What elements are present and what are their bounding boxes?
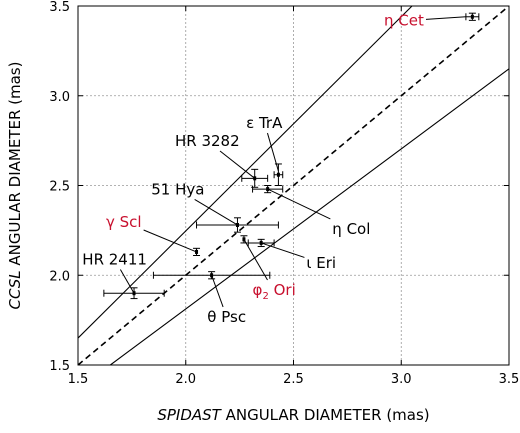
star-label-name: HR 3282: [175, 132, 240, 150]
y-tick-label: 3.0: [49, 90, 70, 105]
star-label: θ Psc: [207, 308, 246, 326]
x-axis-title-rest: ANGULAR DIAMETER (mas): [221, 406, 430, 424]
point-marker: [266, 187, 270, 192]
data-point: [196, 217, 279, 233]
star-label-greek: θ: [207, 308, 216, 326]
data-point: [193, 247, 201, 257]
point-marker: [210, 273, 214, 278]
star-label: η Col: [332, 220, 370, 238]
point-marker: [195, 249, 199, 254]
star-label-name: 51 Hya: [151, 180, 204, 198]
data-points: [103, 12, 480, 300]
star-labels: η Cet ε TrA HR 3282 η Col 51 Hya ι Eri φ2 Ori γ…: [82, 12, 424, 326]
leader-line: [194, 199, 238, 226]
x-tick-label: 2.5: [283, 372, 304, 387]
point-marker: [132, 291, 136, 296]
x-tick-label: 1.5: [68, 372, 89, 387]
star-label-name: Psc: [216, 308, 246, 326]
star-label: 51 Hya: [151, 180, 204, 198]
y-axis-title-italic: CCSL: [6, 270, 24, 309]
point-marker: [235, 222, 239, 227]
star-label-greek: γ: [106, 213, 115, 231]
point-marker: [276, 172, 280, 177]
data-point: [152, 271, 271, 280]
star-label: HR 3282: [175, 132, 240, 150]
y-tick-label: 2.0: [49, 269, 70, 284]
reference-lines: [78, 6, 509, 365]
leader-line: [211, 275, 224, 308]
star-label-name: Ori: [269, 281, 296, 299]
y-axis-title: CCSL ANGULAR DIAMETER (mas): [6, 62, 24, 310]
star-label-name: Eri: [312, 254, 337, 272]
x-tick-label: 3.5: [499, 372, 520, 387]
data-point: [273, 163, 284, 186]
star-label-name: Cet: [394, 12, 424, 30]
point-marker: [259, 240, 263, 245]
star-label-greek: ε: [246, 114, 254, 132]
star-label: γ Scl: [106, 213, 142, 231]
x-tick-label: 3.0: [391, 372, 412, 387]
point-marker: [242, 237, 246, 242]
one-to-one-line: [78, 6, 509, 365]
data-point: [252, 185, 284, 194]
bound-line: [109, 68, 509, 365]
star-label-greek: η: [384, 12, 394, 30]
star-label-greek: ι: [306, 254, 311, 272]
star-label-name: HR 2411: [82, 250, 147, 268]
point-marker: [253, 176, 257, 181]
star-label: ε TrA: [246, 114, 283, 132]
bound-line: [78, 6, 413, 339]
star-label: η Cet: [384, 12, 424, 30]
leader-line: [425, 16, 466, 20]
x-axis-title: SPIDAST ANGULAR DIAMETER (mas): [157, 406, 429, 424]
star-label: ι Eri: [306, 254, 336, 272]
star-label: φ2 Ori: [253, 281, 296, 302]
leader-line: [243, 239, 268, 281]
star-label-name: Scl: [115, 213, 142, 231]
star-label-greek: η: [332, 220, 342, 238]
x-axis-title-italic: SPIDAST: [157, 406, 222, 424]
data-point: [103, 287, 165, 300]
leader-line: [119, 269, 135, 294]
data-point: [247, 238, 275, 248]
leader-line: [143, 229, 197, 253]
y-axis-title-rest: ANGULAR DIAMETER (mas): [6, 62, 24, 271]
star-label-name: Col: [342, 220, 371, 238]
data-point: [240, 235, 248, 244]
star-label-name: TrA: [254, 114, 283, 132]
leader-line: [267, 188, 331, 220]
leader-line: [266, 132, 279, 172]
star-label: HR 2411: [82, 250, 147, 268]
star-label-greek: φ: [253, 281, 263, 299]
star-label-subscript: 2: [262, 291, 268, 302]
y-tick-label: 2.5: [49, 180, 70, 195]
y-tick-label: 3.5: [49, 0, 70, 15]
x-tick-label: 2.0: [175, 372, 196, 387]
data-point: [465, 12, 480, 21]
y-tick-label: 1.5: [49, 359, 70, 374]
label-leader-lines: [119, 16, 466, 308]
leader-line: [219, 150, 256, 179]
point-marker: [470, 14, 474, 19]
leader-line: [261, 242, 305, 258]
axis-ticks: 1.5 2.0 2.5 3.0 3.5 1.5 2.0 2.5 3.0 3.5: [49, 0, 519, 387]
